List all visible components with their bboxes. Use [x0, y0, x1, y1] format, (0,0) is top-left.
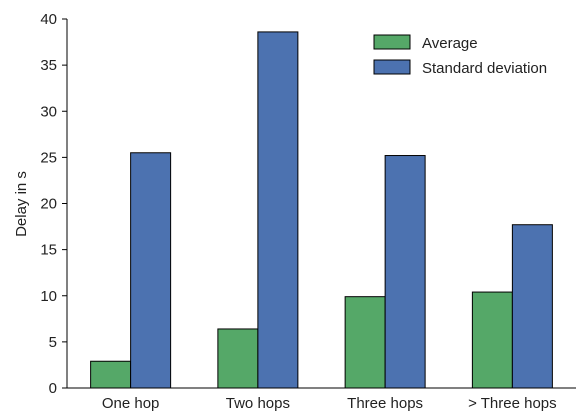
- bar-std-dev-1: [130, 152, 172, 389]
- x-tick-label: > Three hops: [468, 395, 557, 411]
- x-tick-label: One hop: [102, 395, 160, 411]
- bar-std-dev-4: [511, 224, 553, 389]
- y-axis-title: Delay in s: [13, 171, 30, 237]
- bar-average-4: [471, 291, 513, 389]
- y-tick-label: 40: [40, 11, 57, 28]
- x-tick-label: Two hops: [226, 395, 290, 411]
- y-tick-label: 30: [40, 103, 57, 120]
- x-tick-label: Three hops: [347, 395, 423, 411]
- bar-std-dev-3: [384, 155, 426, 389]
- bar-average-2: [217, 328, 259, 389]
- axes-layer: One hop Two hops Three hops > Three hops 0 5 1…: [40, 11, 576, 411]
- y-tick-label: 20: [40, 196, 57, 213]
- legend: Average Standard deviation: [373, 34, 547, 77]
- y-tick-label: 10: [40, 288, 57, 305]
- bar-average-1: [90, 360, 132, 389]
- bar-std-dev-2: [257, 31, 299, 389]
- legend-swatch-average: [373, 34, 411, 50]
- legend-label-average: Average: [422, 35, 478, 52]
- y-tick-label: 5: [49, 334, 57, 351]
- y-tick-label: 25: [40, 149, 57, 166]
- y-tick-label: 0: [49, 380, 57, 397]
- y-tick-label: 35: [40, 57, 57, 74]
- bar-average-3: [344, 296, 386, 389]
- bars-layer: [90, 31, 553, 389]
- legend-label-std-dev: Standard deviation: [422, 60, 547, 77]
- y-tick-label: 15: [40, 242, 57, 259]
- legend-swatch-std-dev: [373, 59, 411, 75]
